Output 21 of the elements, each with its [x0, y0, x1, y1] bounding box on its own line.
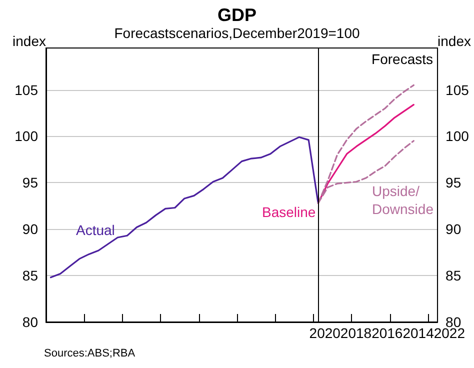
y-tick-label: 95	[22, 174, 38, 191]
y2-tick-label: 90	[446, 221, 462, 238]
y-tick-label: 90	[22, 221, 38, 238]
series-label: Actual	[76, 222, 115, 238]
y2-axis-title: index	[438, 33, 471, 49]
y2-tick-label: 85	[446, 268, 462, 284]
y-axis-title: index	[12, 33, 46, 49]
line-series	[50, 136, 319, 278]
y-tick-label: 100	[14, 128, 38, 144]
y2-tick-label: 95	[446, 174, 462, 191]
source-note: Sources:ABS;RBA	[44, 348, 136, 360]
y-tick-label: 80	[22, 314, 38, 330]
y2-tick-label: 105	[446, 82, 470, 98]
series-label: Baseline	[262, 204, 316, 220]
y2-tick-label: 100	[446, 128, 470, 144]
text: Upside/Downside	[372, 183, 434, 217]
chart-subtitle: Forecastscenarios,December2019=100	[114, 25, 360, 41]
chart-title: GDP	[217, 5, 257, 25]
annotation: Forecasts	[372, 51, 434, 67]
y-tick-label: 105	[14, 82, 38, 98]
y-tick-label: 85	[22, 268, 38, 284]
